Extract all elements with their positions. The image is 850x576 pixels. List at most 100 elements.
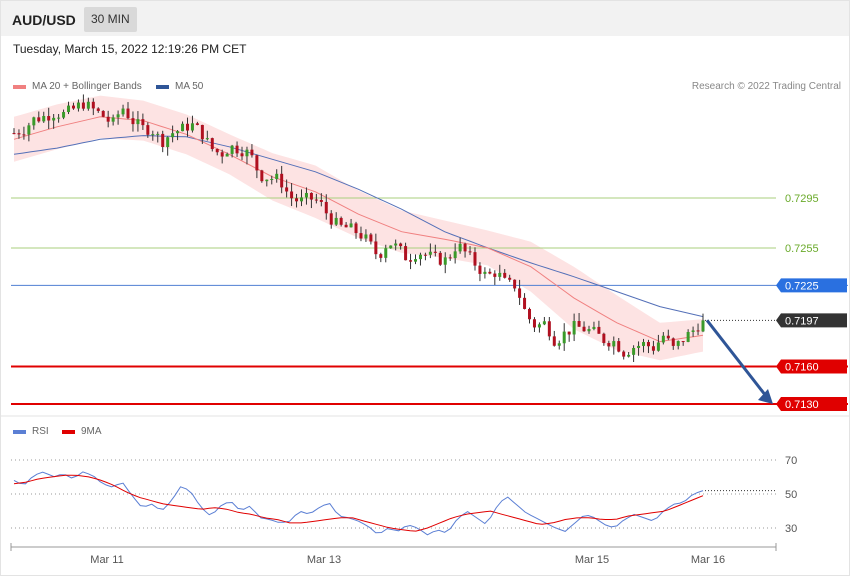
candle-body <box>205 138 209 140</box>
level-label: 0.7225 <box>785 280 819 292</box>
candle-body <box>646 342 650 347</box>
rsi-tick-label: 30 <box>785 523 797 535</box>
candle-body <box>334 217 338 225</box>
candle-body <box>161 133 165 148</box>
candle-body <box>438 252 442 265</box>
candle-body <box>57 117 61 119</box>
candle-body <box>151 134 155 136</box>
candle-body <box>577 321 581 327</box>
candle-body <box>81 102 85 109</box>
candle-body <box>542 321 546 325</box>
legend-9ma: 9MA <box>62 426 102 437</box>
candle-body <box>597 326 601 334</box>
level-label: 0.7255 <box>785 243 819 255</box>
candle-body <box>607 342 611 347</box>
candle-body <box>691 330 695 332</box>
candle-body <box>418 254 422 260</box>
level-label: 0.7197 <box>785 315 819 327</box>
candle-body <box>126 108 130 119</box>
candle-body <box>344 224 348 228</box>
candle-body <box>483 271 487 274</box>
candle-body <box>349 223 353 228</box>
rsi-tick-label: 70 <box>785 455 797 467</box>
candle-body <box>255 155 259 171</box>
candle-body <box>91 101 95 109</box>
candle-body <box>17 133 21 135</box>
candle-body <box>562 331 566 344</box>
candle-body <box>245 149 249 157</box>
candle-body <box>96 108 100 111</box>
x-tick-label: Mar 15 <box>575 554 609 566</box>
candle-body <box>518 288 522 298</box>
candle-body <box>468 251 472 253</box>
candle-body <box>136 119 140 125</box>
rsi-pane: 70 50 30 <box>11 455 797 536</box>
candle-body <box>22 134 26 136</box>
candle-body <box>557 343 561 346</box>
timeframe-button[interactable]: 30 MIN <box>84 7 137 32</box>
candle-body <box>414 259 418 262</box>
ma20-path <box>13 116 704 343</box>
candle-body <box>651 346 655 351</box>
candle-body <box>304 192 308 198</box>
candle-body <box>384 248 388 258</box>
9ma-label: 9MA <box>81 426 102 437</box>
candle-body <box>671 338 675 346</box>
candle-body <box>176 131 180 134</box>
candle-body <box>369 234 373 242</box>
candle-body <box>379 254 383 258</box>
candle-body <box>666 335 670 339</box>
candle-body <box>537 324 541 328</box>
candle-body <box>612 341 616 347</box>
candle-body <box>587 329 591 332</box>
candle-body <box>230 145 234 154</box>
candle-body <box>642 342 646 346</box>
candle-body <box>215 149 219 153</box>
x-tick-label: Mar 13 <box>307 554 341 566</box>
candle-body <box>404 246 408 261</box>
candle-body <box>67 105 71 113</box>
level-label: 0.7295 <box>785 193 819 205</box>
candle-body <box>473 252 477 266</box>
9ma-swatch <box>62 429 75 434</box>
bollinger-bands <box>14 95 703 361</box>
candle-body <box>552 336 556 346</box>
level-tag <box>776 397 847 411</box>
candle-body <box>309 192 313 200</box>
x-tick-label: Mar 11 <box>90 554 123 566</box>
candle-body <box>478 265 482 274</box>
legend-ma50: MA 50 <box>156 81 203 92</box>
candle-body <box>354 223 358 234</box>
candle-body <box>185 123 189 131</box>
candle-body <box>532 319 536 328</box>
candle-body <box>602 333 606 343</box>
candle-body <box>280 173 284 188</box>
candle-body <box>681 341 685 343</box>
candle-body <box>52 117 56 121</box>
candle-body <box>295 198 299 202</box>
ma20-label: MA 20 + Bollinger Bands <box>32 81 142 92</box>
candle-body <box>131 118 135 125</box>
rsi-tick-label: 50 <box>785 489 797 501</box>
candle-body <box>458 243 462 252</box>
candle-body <box>299 197 303 202</box>
header-bar: AUD/USD 30 MIN <box>1 1 849 36</box>
candle-body <box>498 272 502 277</box>
candle-body <box>523 297 527 309</box>
candle-body <box>622 351 626 357</box>
candle-body <box>508 277 512 280</box>
candle-body <box>171 133 175 138</box>
candle-body <box>314 199 318 201</box>
candle-body <box>656 342 660 351</box>
pair-title: AUD/USD <box>12 12 76 28</box>
candle-body <box>146 125 150 135</box>
x-tick-label: Mar 16 <box>691 554 725 566</box>
candle-body <box>686 331 690 342</box>
credit-text: Research © 2022 Trading Central <box>691 81 841 92</box>
candle-body <box>567 331 571 335</box>
candle-body <box>220 152 224 157</box>
x-axis: Mar 11 Mar 13 Mar 15 Mar 16 <box>10 543 777 566</box>
candle-body <box>463 243 467 252</box>
level-tag <box>776 359 847 374</box>
